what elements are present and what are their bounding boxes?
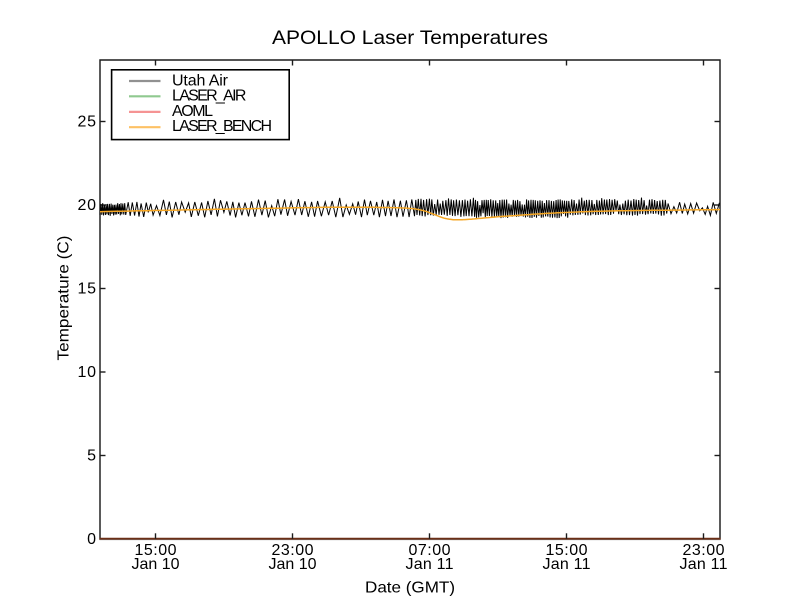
svg-text:0: 0 [87, 531, 96, 548]
svg-text:Utah Air: Utah Air [172, 72, 229, 89]
svg-text:Jan 11: Jan 11 [406, 556, 454, 573]
svg-text:15: 15 [78, 281, 97, 298]
svg-text:AOML: AOML [172, 103, 213, 120]
svg-text:LASER_BENCH: LASER_BENCH [172, 118, 272, 135]
svg-text:25: 25 [78, 114, 97, 131]
svg-text:APOLLO Laser Temperatures: APOLLO Laser Temperatures [272, 28, 548, 49]
svg-text:Jan 10: Jan 10 [132, 556, 180, 573]
svg-text:Date (GMT): Date (GMT) [365, 580, 455, 597]
svg-text:10: 10 [78, 364, 97, 381]
svg-text:20: 20 [78, 197, 97, 214]
svg-text:Jan 11: Jan 11 [680, 556, 728, 573]
svg-text:15:00: 15:00 [135, 542, 177, 559]
svg-text:23:00: 23:00 [683, 542, 725, 559]
svg-text:Jan 11: Jan 11 [543, 556, 591, 573]
svg-text:Jan 10: Jan 10 [269, 556, 317, 573]
svg-text:15:00: 15:00 [546, 542, 588, 559]
svg-text:LASER_AIR: LASER_AIR [172, 88, 246, 105]
svg-text:07:00: 07:00 [409, 542, 451, 559]
svg-text:Temperature (C): Temperature (C) [55, 236, 72, 361]
svg-text:5: 5 [87, 448, 96, 465]
svg-text:23:00: 23:00 [272, 542, 314, 559]
